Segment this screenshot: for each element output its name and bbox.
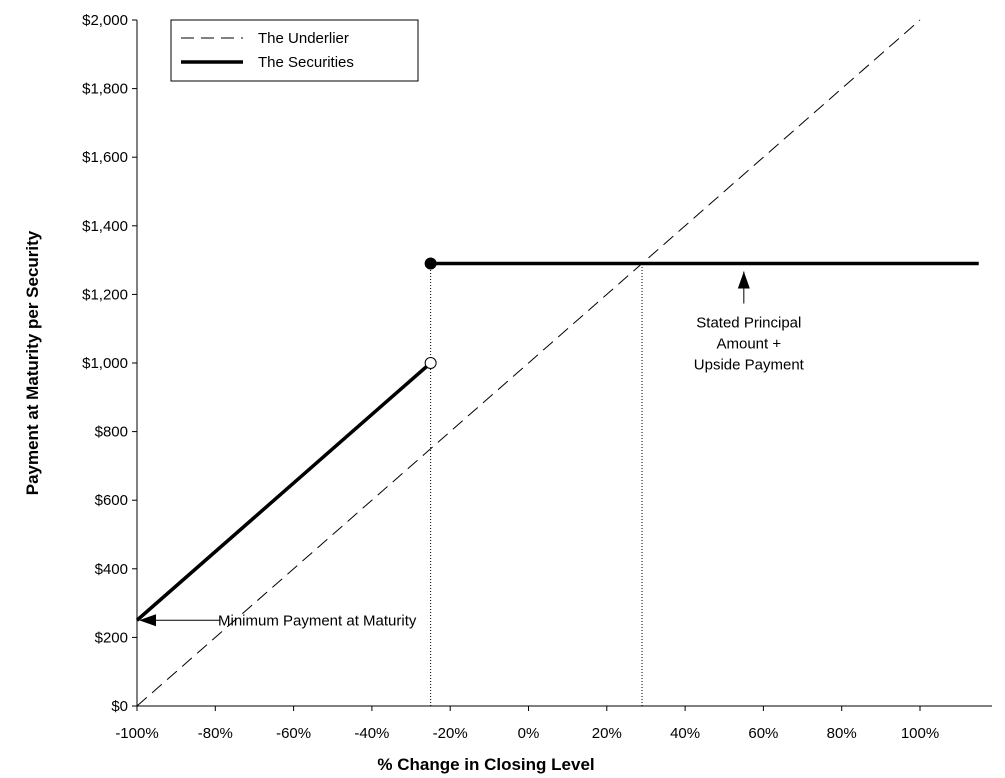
y-tick-label: $1,200: [82, 286, 128, 303]
x-tick-label: 100%: [901, 725, 939, 742]
y-tick-label: $200: [95, 629, 128, 646]
x-tick-label: -40%: [354, 725, 389, 742]
y-tick-label: $600: [95, 492, 128, 509]
y-tick-label: $0: [111, 698, 128, 715]
plot-marks: [135, 19, 979, 707]
y-axis-title: Payment at Maturity per Security: [23, 230, 42, 495]
y-axis-ticks: $0 $200 $400 $600 $800 $1,000 $1,200 $1,400 $1,6…: [82, 12, 137, 715]
annotation-arrowhead: [139, 614, 156, 627]
securities-segment: [135, 361, 432, 622]
x-tick-label: 80%: [827, 725, 857, 742]
x-tick-label: 40%: [670, 725, 700, 742]
y-tick-label: $1,000: [82, 355, 128, 372]
y-tick-label: $1,800: [82, 81, 128, 98]
x-tick-label: -60%: [276, 725, 311, 742]
y-tick-label: $1,400: [82, 218, 128, 235]
securities-marker-open: [424, 357, 437, 369]
x-tick-label: 20%: [592, 725, 622, 742]
annotation-stated-principal: Stated Principal: [696, 315, 801, 332]
annotations: Stated Principal Amount + Upside Payment Mi…: [139, 271, 805, 629]
x-axis-title: % Change in Closing Level: [377, 755, 594, 774]
x-tick-label: 0%: [518, 725, 540, 742]
x-tick-label: 60%: [748, 725, 778, 742]
y-tick-label: $1,600: [82, 149, 128, 166]
legend: The Underlier The Securities: [170, 19, 419, 82]
annotation-stated-principal: Amount +: [717, 336, 782, 353]
underlier-line: [136, 19, 921, 707]
x-tick-label: -80%: [198, 725, 233, 742]
legend-label-securities: The Securities: [258, 54, 354, 71]
annotation-minimum-payment: Minimum Payment at Maturity: [218, 612, 417, 629]
legend-label-underlier: The Underlier: [258, 30, 349, 47]
annotation-arrowhead: [737, 271, 750, 289]
y-tick-label: $800: [95, 424, 128, 441]
x-tick-label: -20%: [433, 725, 468, 742]
y-tick-label: $400: [95, 561, 128, 578]
securities-marker-filled: [424, 257, 437, 270]
annotation-stated-principal: Upside Payment: [694, 357, 805, 374]
legend-box: [170, 19, 419, 82]
y-tick-label: $2,000: [82, 12, 128, 29]
x-tick-label: -100%: [115, 725, 158, 742]
x-axis-ticks: -100% -80% -60% -40% -20% 0% 20% 40% 60% 80% 100%: [115, 706, 939, 742]
